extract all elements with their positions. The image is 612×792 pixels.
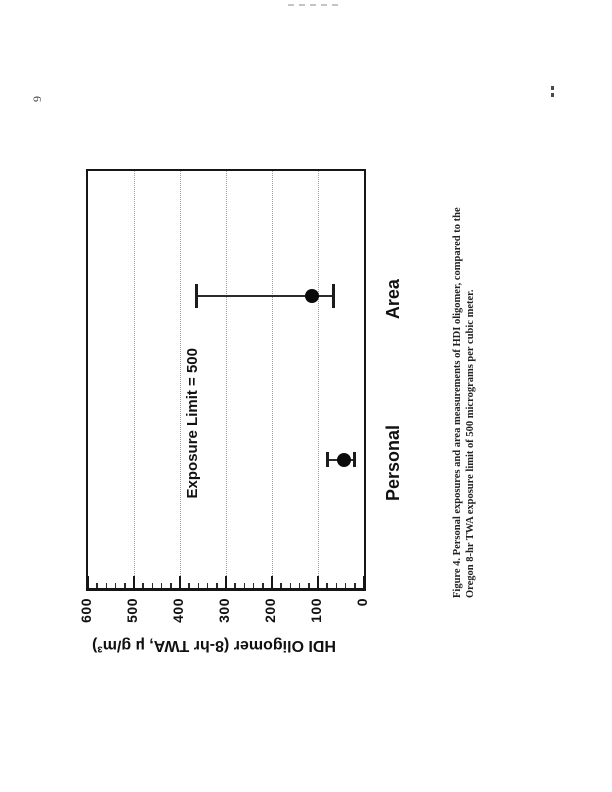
minor-tick-220 [262,583,264,588]
data-point-dot-personal [336,452,351,467]
minor-tick-320 [216,583,218,588]
error-cap-low-area [332,284,336,309]
caption-line-1: Figure 4. Personal exposures and area me… [452,207,463,598]
minor-tick-80 [326,583,328,588]
gridline-200 [272,171,273,588]
minor-tick-20 [354,583,356,588]
scan-edge-artifact [288,4,338,6]
minor-tick-520 [124,583,126,588]
major-tick-200 [271,576,273,588]
category-label-area: Area [383,279,403,320]
minor-tick-460 [151,583,154,588]
minor-tick-180 [280,583,282,588]
major-tick-400 [179,576,181,588]
minor-tick-380 [188,583,190,588]
error-cap-low-personal [352,452,356,468]
y-tick-label-0: 0 [354,598,370,607]
category-label-personal: Personal [383,424,403,502]
error-cap-high-personal [326,452,330,468]
error-cap-high-area [195,284,199,309]
major-tick-500 [133,576,135,588]
figure-caption: Figure 4. Personal exposures and area me… [451,168,477,598]
scan-speck-artifact [551,86,554,100]
gridline-300 [226,171,227,588]
major-tick-0 [363,576,365,588]
minor-tick-60 [335,583,338,588]
minor-tick-340 [206,583,209,588]
minor-tick-280 [234,583,236,588]
y-axis-title: HDI Oligomer (8-hr TWA, µ g/m³) [92,637,336,654]
major-tick-300 [225,576,227,588]
minor-tick-560 [105,583,108,588]
gridline-400 [180,171,181,588]
plot-area: Exposure Limit = 500 [86,169,366,591]
major-tick-600 [87,576,89,588]
minor-tick-580 [96,583,98,588]
minor-tick-140 [298,583,301,588]
minor-tick-160 [289,583,292,588]
caption-line-2: Oregon 8-hr TWA exposure limit of 500 mi… [465,289,476,598]
major-tick-100 [317,576,319,588]
minor-tick-540 [114,583,117,588]
minor-tick-120 [308,583,310,588]
minor-tick-260 [243,583,246,588]
minor-tick-440 [160,583,163,588]
gridline-100 [318,171,319,588]
minor-tick-40 [344,583,347,588]
minor-tick-480 [142,583,144,588]
exposure-limit-annotation: Exposure Limit = 500 [184,348,201,499]
minor-tick-240 [252,583,255,588]
gridline-500 [134,171,135,588]
minor-tick-420 [170,583,172,588]
page-number: 9 [30,96,44,102]
minor-tick-360 [197,583,200,588]
